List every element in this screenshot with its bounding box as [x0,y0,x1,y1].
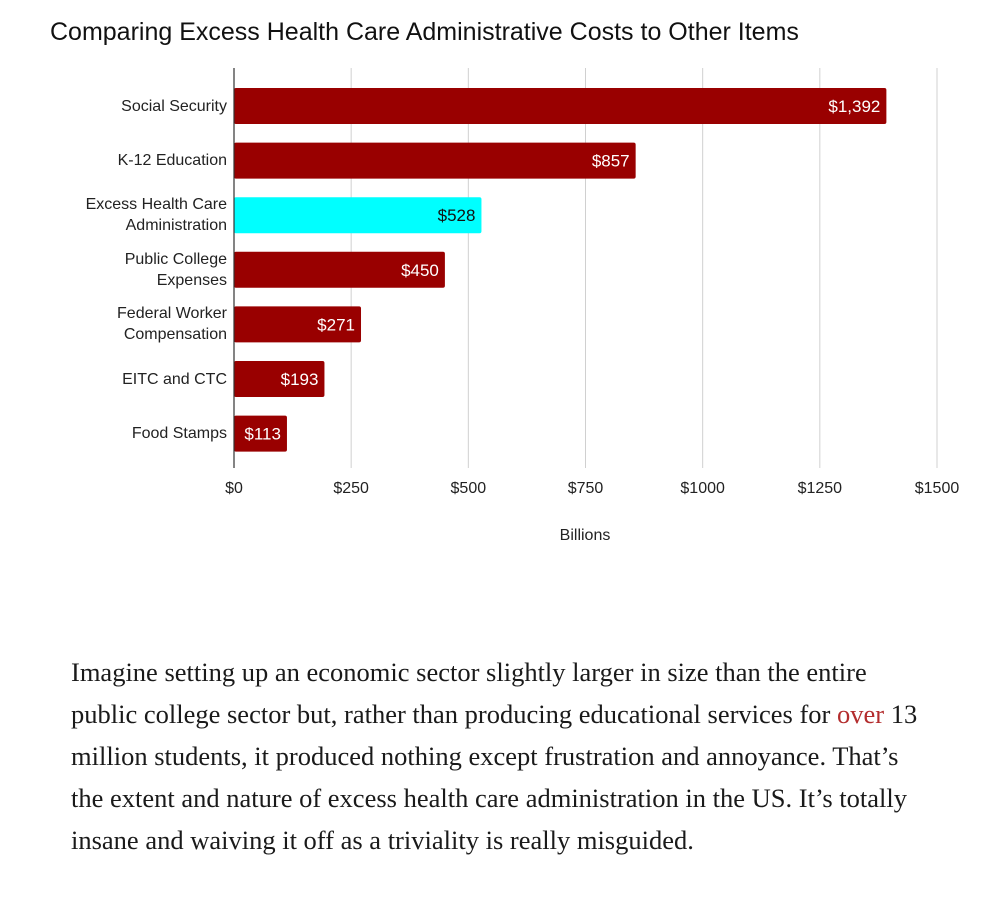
bar [234,251,445,288]
bar [234,361,325,397]
category-label: Public College Expenses [27,249,227,291]
bar-value-label: $528 [438,206,476,225]
category-label-line: Public College [124,250,227,268]
bar-value-label: $271 [317,315,355,334]
x-tick-label: $750 [567,480,604,497]
x-tick-label: $1000 [680,480,725,497]
x-tick-label: $1250 [797,480,843,497]
bar [234,197,482,234]
category-label-line: Expenses [156,271,227,289]
article-paragraph: Imagine setting up an economic sector sl… [71,651,931,861]
bar-value-label: $450 [401,261,439,280]
bar [234,88,887,124]
bar-value-label: $1,392 [828,97,880,116]
chart-title: Comparing Excess Health Care Administrat… [50,18,799,46]
category-label-line: Administration [125,217,227,235]
paragraph-text-1: Imagine setting up an economic sector sl… [71,656,867,729]
x-tick-label: $0 [225,480,243,497]
category-label-line: Food Stamps [131,425,227,443]
x-tick-label: $1500 [914,480,960,497]
category-label-line: K-12 Education [117,152,227,170]
bar [234,306,362,343]
category-label-line: Social Security [121,97,227,115]
category-label: Social Security [27,96,227,117]
category-label: EITC and CTC [27,369,227,390]
category-label: Food Stamps [27,423,227,444]
category-label-line: Federal Worker [117,305,227,323]
category-label-line: Compensation [123,326,227,344]
bar-value-label: $857 [592,152,630,171]
bar [234,415,287,452]
x-tick-label: $500 [450,480,487,497]
category-label-line: EITC and CTC [122,370,227,388]
bar-value-label: $193 [281,370,319,389]
x-axis-title: Billions [559,527,611,544]
over-link[interactable]: over [837,698,885,729]
paragraph-text-2: 13 million students, it produced nothing… [71,698,918,855]
category-label: Excess Health Care Administration [27,194,227,236]
category-label: Federal Worker Compensation [27,303,227,345]
x-tick-label: $250 [333,480,369,497]
category-label: K-12 Education [27,150,227,171]
category-label-line: Excess Health Care [85,196,227,214]
bar-value-label: $113 [244,425,281,444]
bar [234,142,636,179]
bar-chart: $1,392 $857 $528 $450 $271 $193 $113 [233,68,938,468]
